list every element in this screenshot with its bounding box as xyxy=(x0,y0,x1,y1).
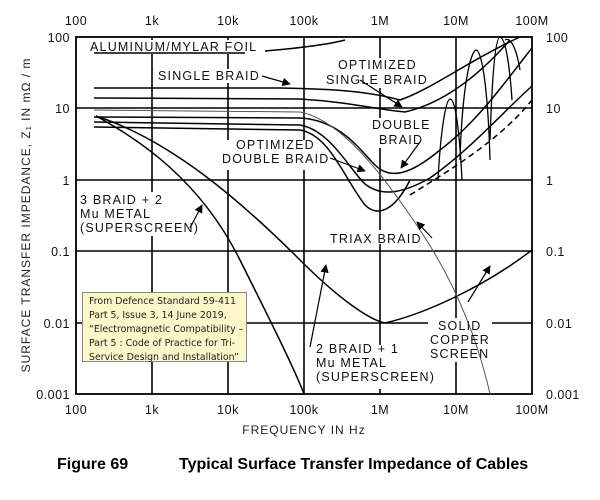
svg-text:0.001: 0.001 xyxy=(546,388,580,402)
svg-text:10M: 10M xyxy=(443,14,469,28)
source-line-3: “Electromagnetic Compatibility – xyxy=(89,324,244,335)
figure-number: Figure 69 xyxy=(57,456,129,473)
svg-text:10k: 10k xyxy=(217,14,239,28)
curve-3-braid-2-mu-metal xyxy=(95,115,305,395)
curve-triax-braid xyxy=(93,126,411,212)
figure-title: Typical Surface Transfer Impedance of Ca… xyxy=(179,456,529,473)
label-optimized-single-1: OPTIMIZED xyxy=(338,58,417,72)
curve-optimized-double-braid xyxy=(93,85,533,193)
svg-text:100: 100 xyxy=(546,31,568,45)
x-ticks-top: 100 1k 10k 100k 1M 10M 100M xyxy=(65,14,548,28)
resonance-peaks xyxy=(437,36,521,181)
svg-text:0.001: 0.001 xyxy=(36,388,70,402)
svg-text:1: 1 xyxy=(63,174,70,188)
curve-double-braid xyxy=(93,47,533,175)
svg-text:1M: 1M xyxy=(371,14,389,28)
label-copper-1: SOLID xyxy=(438,319,482,333)
curve-labels: ALUMINUM/MYLAR FOIL SINGLE BRAID OPTIMIZ… xyxy=(80,40,490,384)
label-optimized-double-2: DOUBLE BRAID xyxy=(222,152,329,166)
svg-text:10k: 10k xyxy=(217,403,239,417)
svg-text:1M: 1M xyxy=(371,403,389,417)
svg-text:0.01: 0.01 xyxy=(546,317,572,331)
label-3-braid-2: Mu METAL xyxy=(80,207,151,221)
y-axis-title: SURFACE TRANSFER IMPEDANCE, Z₁ IN mΩ / m xyxy=(19,58,33,373)
label-2-braid-2: Mu METAL xyxy=(316,356,387,370)
svg-text:0.1: 0.1 xyxy=(546,245,565,259)
y-ticks-right: 100 10 1 0.1 0.01 0.001 xyxy=(546,31,580,402)
svg-text:100: 100 xyxy=(65,403,87,417)
svg-text:10M: 10M xyxy=(443,403,469,417)
label-foil: ALUMINUM/MYLAR FOIL xyxy=(90,40,257,54)
label-optimized-single-2: SINGLE BRAID xyxy=(326,73,428,87)
label-double-1: DOUBLE xyxy=(372,118,431,132)
svg-text:1: 1 xyxy=(546,174,553,188)
curve-aluminum-mylar-foil xyxy=(94,39,346,54)
source-note-box: From Defence Standard 59-411 Part 5, Iss… xyxy=(82,292,247,363)
svg-text:10: 10 xyxy=(546,102,561,116)
y-ticks-left: 100 10 1 0.1 0.01 0.001 xyxy=(36,31,70,402)
curve-2-braid-1-mu-metal xyxy=(95,115,533,324)
label-2-braid-3: (SUPERSCREEN) xyxy=(316,370,435,384)
leader-arrows xyxy=(189,75,491,348)
svg-text:100M: 100M xyxy=(515,403,548,417)
source-line-4: Part 5 : Code of Practice for Tri- xyxy=(89,338,236,349)
svg-text:100: 100 xyxy=(65,14,87,28)
label-triax: TRIAX BRAID xyxy=(330,232,422,246)
svg-text:0.01: 0.01 xyxy=(44,317,70,331)
svg-text:0.1: 0.1 xyxy=(51,245,70,259)
svg-text:100k: 100k xyxy=(289,14,318,28)
label-copper-3: SCREEN xyxy=(430,347,489,361)
svg-text:100M: 100M xyxy=(515,14,548,28)
svg-text:100: 100 xyxy=(48,31,70,45)
source-line-2: Part 5, Issue 3, 14 June 2019, xyxy=(89,310,227,321)
curves xyxy=(93,36,533,395)
svg-text:100k: 100k xyxy=(289,403,318,417)
svg-text:1k: 1k xyxy=(145,14,159,28)
label-2-braid-1: 2 BRAID + 1 xyxy=(316,342,399,356)
x-axis-title: FREQUENCY IN Hz xyxy=(242,423,365,437)
label-3-braid-3: (SUPERSCREEN) xyxy=(80,221,199,235)
label-optimized-double-1: OPTIMIZED xyxy=(236,138,315,152)
source-line-5: Service Design and Installation” xyxy=(89,352,239,363)
label-single-braid: SINGLE BRAID xyxy=(158,69,260,83)
label-double-2: BRAID xyxy=(379,133,423,147)
x-ticks-bottom: 100 1k 10k 100k 1M 10M 100M xyxy=(65,403,548,417)
svg-text:10: 10 xyxy=(55,102,70,116)
source-line-1: From Defence Standard 59-411 xyxy=(89,296,236,307)
label-copper-2: COPPER xyxy=(430,333,490,347)
svg-text:1k: 1k xyxy=(145,403,159,417)
curve-optimized-single-braid xyxy=(93,39,511,113)
label-3-braid-1: 3 BRAID + 2 xyxy=(80,193,163,207)
